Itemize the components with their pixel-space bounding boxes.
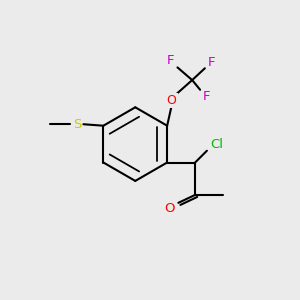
Text: O: O xyxy=(164,202,175,215)
Text: O: O xyxy=(167,94,176,107)
Text: S: S xyxy=(73,118,81,131)
Text: F: F xyxy=(166,54,174,68)
Text: F: F xyxy=(202,90,210,103)
Text: F: F xyxy=(208,56,216,69)
Text: Cl: Cl xyxy=(210,138,223,151)
